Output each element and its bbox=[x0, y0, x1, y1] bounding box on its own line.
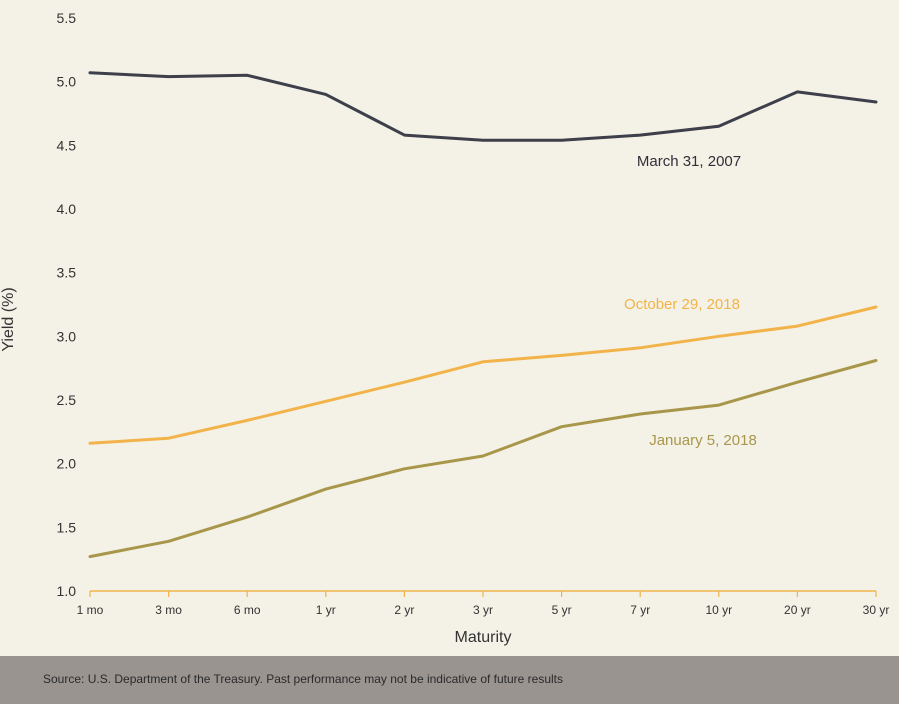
x-tick-label: 20 yr bbox=[784, 603, 811, 617]
series-label-2: January 5, 2018 bbox=[649, 432, 757, 449]
y-tick-label: 2.0 bbox=[57, 456, 77, 472]
y-tick-label: 4.0 bbox=[57, 201, 77, 217]
series-label-0: March 31, 2007 bbox=[637, 153, 741, 170]
x-tick-label: 30 yr bbox=[863, 603, 890, 617]
x-tick-label: 3 mo bbox=[155, 603, 182, 617]
y-tick-label: 1.0 bbox=[57, 583, 77, 599]
x-tick-label: 1 yr bbox=[316, 603, 336, 617]
y-axis-title: Yield (%) bbox=[0, 287, 17, 351]
series-lines bbox=[88, 71, 878, 559]
x-tick-label: 3 yr bbox=[473, 603, 493, 617]
x-tick-label: 5 yr bbox=[552, 603, 572, 617]
x-tick-label: 1 mo bbox=[77, 603, 104, 617]
series-line-2 bbox=[88, 359, 878, 559]
series-labels: March 31, 2007 October 29, 2018 January 5,… bbox=[624, 153, 757, 449]
series-line-0 bbox=[88, 71, 878, 142]
x-axis-ticks: 1 mo 3 mo 6 mo 1 yr 2 yr 3 yr 5 yr 7 yr 10 yr 20 … bbox=[77, 591, 890, 617]
y-tick-label: 1.5 bbox=[57, 519, 77, 535]
series-line-1 bbox=[88, 305, 878, 445]
footer-bar: Source: U.S. Department of the Treasury.… bbox=[0, 656, 899, 704]
series-label-1: October 29, 2018 bbox=[624, 296, 740, 313]
yield-curve-chart: 1.0 1.5 2.0 2.5 3.0 3.5 4.0 4.5 5.0 5.5 1 mo 3 mo 6… bbox=[0, 10, 890, 646]
y-tick-label: 3.0 bbox=[57, 328, 77, 344]
x-axis-title: Maturity bbox=[455, 629, 512, 646]
y-axis-ticks: 1.0 1.5 2.0 2.5 3.0 3.5 4.0 4.5 5.0 5.5 bbox=[57, 10, 77, 599]
y-tick-label: 5.5 bbox=[57, 10, 77, 26]
y-tick-label: 3.5 bbox=[57, 265, 77, 281]
x-tick-label: 10 yr bbox=[705, 603, 732, 617]
x-tick-label: 7 yr bbox=[630, 603, 650, 617]
chart-area: 1.0 1.5 2.0 2.5 3.0 3.5 4.0 4.5 5.0 5.5 1 mo 3 mo 6… bbox=[0, 10, 890, 646]
y-tick-label: 2.5 bbox=[57, 392, 77, 408]
source-note: Source: U.S. Department of the Treasury.… bbox=[43, 672, 564, 686]
x-tick-label: 2 yr bbox=[394, 603, 414, 617]
y-tick-label: 5.0 bbox=[57, 74, 77, 90]
y-tick-label: 4.5 bbox=[57, 137, 77, 153]
x-tick-label: 6 mo bbox=[234, 603, 261, 617]
